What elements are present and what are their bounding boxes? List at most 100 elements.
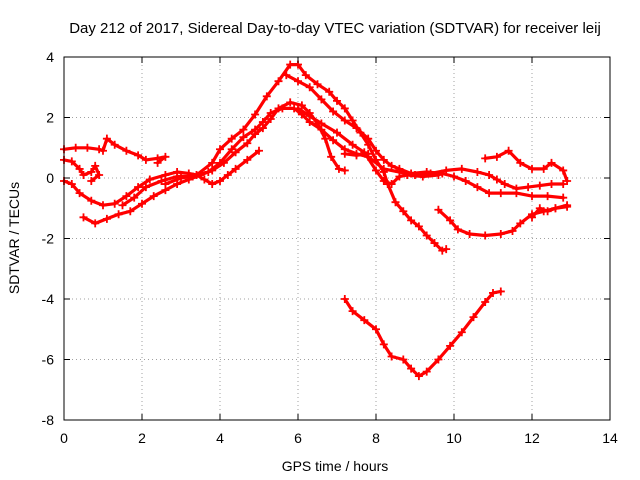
data-point-marker	[391, 198, 400, 207]
data-point-marker	[126, 207, 135, 216]
data-point-marker	[547, 180, 556, 189]
data-point-marker	[492, 175, 501, 184]
data-point-marker	[138, 199, 146, 208]
data-point-marker	[239, 133, 248, 142]
data-point-marker	[149, 192, 158, 201]
data-point-marker	[372, 155, 380, 164]
data-point-marker	[243, 155, 252, 164]
data-point-marker	[239, 125, 248, 134]
data-point-marker	[407, 364, 416, 373]
y-tick-label: 0	[46, 170, 54, 186]
data-point-marker	[122, 192, 131, 201]
data-point-marker	[227, 134, 236, 143]
data-point-marker	[87, 167, 96, 176]
data-point-marker	[102, 214, 111, 223]
data-point-marker	[334, 164, 343, 173]
data-point-marker	[122, 146, 131, 155]
data-point-marker	[434, 205, 443, 214]
data-point-marker	[145, 175, 154, 184]
data-point-marker	[262, 92, 271, 101]
data-point-marker	[414, 372, 423, 381]
data-point-marker	[305, 111, 314, 120]
data-point-marker	[551, 204, 560, 213]
data-point-marker	[379, 340, 388, 349]
data-point-marker	[372, 166, 380, 175]
data-point-marker	[95, 145, 104, 154]
data-point-marker	[489, 288, 497, 297]
data-point-marker	[543, 192, 552, 201]
data-point-marker	[387, 180, 396, 189]
data-point-marker	[130, 193, 139, 202]
data-point-marker	[360, 316, 369, 325]
data-point-marker	[547, 158, 556, 167]
data-point-marker	[364, 149, 373, 158]
x-tick-label: 2	[138, 430, 146, 446]
series-line	[163, 62, 448, 253]
data-point-marker	[496, 287, 505, 296]
data-point-marker	[379, 177, 388, 186]
y-tick-label: -4	[42, 291, 55, 307]
data-point-marker	[67, 180, 76, 189]
data-point-marker	[118, 201, 127, 210]
data-point-marker	[563, 201, 572, 210]
data-point-marker	[231, 164, 240, 173]
data-point-marker	[387, 352, 396, 361]
series-layer	[60, 60, 572, 381]
data-point-marker	[333, 96, 341, 105]
data-point-marker	[99, 146, 107, 155]
data-point-marker	[372, 146, 380, 155]
data-point-marker	[251, 110, 260, 119]
data-point-marker	[379, 155, 388, 164]
data-point-marker	[535, 204, 544, 213]
data-point-marker	[216, 158, 224, 167]
y-tick-label: -2	[42, 231, 55, 247]
data-point-marker	[504, 146, 513, 155]
data-point-marker	[372, 325, 380, 334]
data-point-marker	[227, 145, 236, 154]
grid	[64, 57, 610, 420]
data-point-marker	[87, 177, 96, 186]
data-point-marker	[414, 222, 423, 231]
data-point-marker	[399, 207, 408, 216]
data-point-marker	[75, 164, 84, 173]
data-point-marker	[329, 107, 338, 116]
data-point-marker	[481, 154, 490, 163]
data-point-marker	[469, 313, 478, 322]
data-point-marker	[340, 295, 349, 303]
data-point-marker	[461, 177, 470, 186]
data-point-marker	[485, 189, 494, 198]
data-point-marker	[446, 216, 455, 225]
data-point-marker	[430, 239, 439, 248]
data-point-marker	[161, 180, 170, 189]
data-point-marker	[434, 355, 443, 364]
data-point-marker	[329, 136, 338, 145]
data-point-marker	[321, 134, 330, 143]
data-point-marker	[450, 172, 458, 181]
y-tick-label: -8	[42, 412, 55, 428]
data-point-marker	[418, 172, 427, 181]
data-point-marker	[286, 60, 295, 69]
y-tick-label: -6	[42, 352, 55, 368]
data-point-marker	[286, 98, 295, 107]
data-point-marker	[204, 167, 213, 176]
data-point-marker	[352, 124, 361, 133]
x-tick-label: 8	[372, 430, 380, 446]
data-point-marker	[528, 192, 536, 201]
data-point-marker	[492, 152, 501, 161]
data-point-marker	[500, 180, 509, 189]
data-point-marker	[141, 183, 150, 192]
data-point-marker	[208, 158, 217, 167]
data-point-marker	[134, 151, 143, 160]
data-point-marker	[473, 183, 482, 192]
x-axis-label: GPS time / hours	[282, 458, 389, 474]
data-point-marker	[442, 245, 451, 254]
data-point-marker	[508, 226, 517, 235]
data-point-marker	[333, 128, 341, 137]
data-point-marker	[294, 104, 302, 113]
data-point-marker	[528, 213, 536, 222]
data-point-marker	[313, 80, 322, 89]
data-point-marker	[161, 170, 170, 179]
series-group	[340, 149, 373, 160]
data-point-marker	[340, 166, 349, 175]
data-point-marker	[161, 152, 170, 161]
